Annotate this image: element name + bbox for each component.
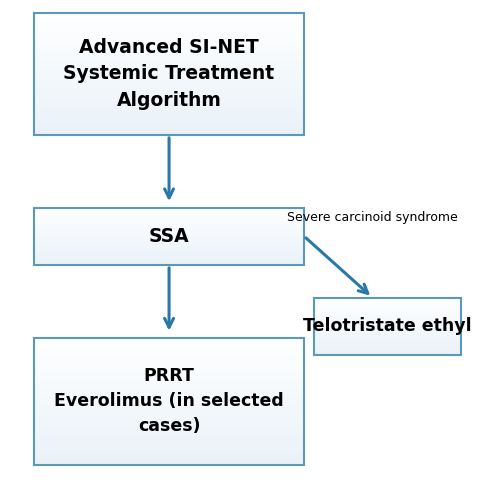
Text: Severe carcinoid syndrome: Severe carcinoid syndrome	[287, 211, 458, 224]
Text: SSA: SSA	[149, 227, 189, 246]
Text: Telotristate ethyl: Telotristate ethyl	[303, 318, 471, 335]
Text: PRRT
Everolimus (in selected
cases): PRRT Everolimus (in selected cases)	[54, 367, 284, 435]
Text: Advanced SI-NET
Systemic Treatment
Algorithm: Advanced SI-NET Systemic Treatment Algor…	[64, 38, 274, 110]
